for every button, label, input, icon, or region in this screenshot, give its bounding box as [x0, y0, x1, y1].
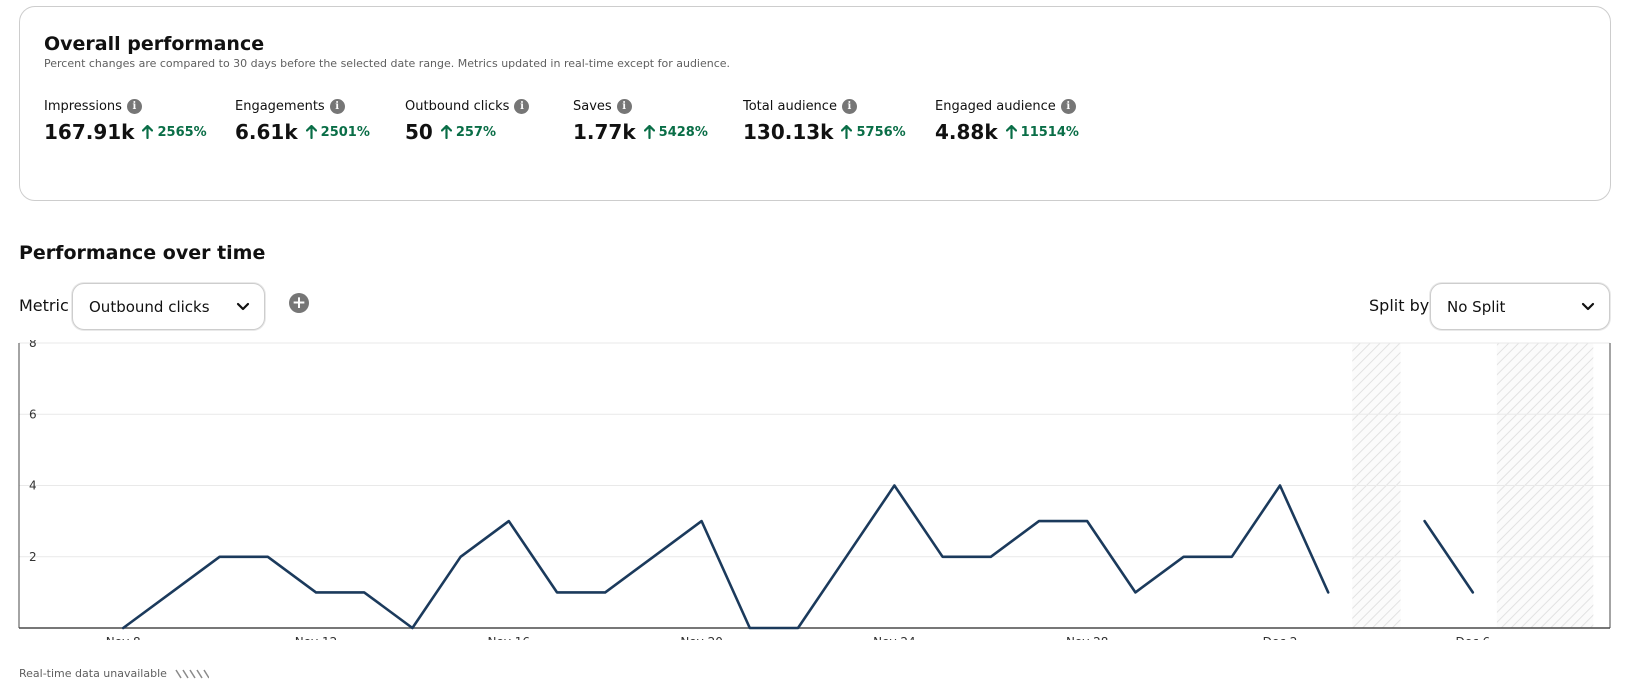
x-tick-label: Nov 20 — [680, 635, 723, 640]
y-tick-label: 2 — [29, 550, 37, 564]
performance-over-time-title: Performance over time — [19, 242, 266, 264]
metric-value: 50 — [405, 120, 433, 144]
metric-value: 4.88k — [935, 120, 998, 144]
overall-performance-title: Overall performance — [44, 33, 265, 55]
arrow-up-icon — [142, 125, 154, 139]
metric-change: 5756% — [841, 125, 906, 140]
x-tick-label: Nov 24 — [873, 635, 916, 640]
metric-change: 2565% — [142, 125, 207, 140]
chevron-down-icon — [236, 302, 250, 311]
hatch-legend-icon — [175, 669, 209, 678]
metric-value: 167.91k — [44, 120, 135, 144]
x-tick-label: Dec 6 — [1455, 635, 1490, 640]
info-icon[interactable]: i — [514, 99, 530, 114]
performance-line-chart: 2 4 6 8 Nov 8 Nov 12 Nov 16 Nov 20 Nov 24 Nov 28 D… — [18, 340, 1611, 640]
realtime-unavailable-text: Real-time data unavailable — [19, 667, 167, 680]
metric-select-label: Metric — [19, 296, 69, 315]
metric-saves: Saves i 1.77k 5428% — [573, 99, 708, 144]
metric-label: Impressions — [44, 99, 122, 114]
info-icon[interactable]: i — [126, 99, 142, 114]
info-icon[interactable]: i — [1060, 99, 1076, 114]
metric-label: Engaged audience — [935, 99, 1056, 114]
arrow-up-icon — [841, 125, 853, 139]
metric-impressions: Impressions i 167.91k 2565% — [44, 99, 207, 144]
info-icon[interactable]: i — [329, 99, 345, 114]
split-by-dropdown-value: No Split — [1447, 297, 1506, 316]
metric-change: 5428% — [643, 125, 708, 140]
add-metric-button[interactable]: + — [289, 293, 309, 313]
x-tick-label: Nov 12 — [295, 635, 338, 640]
metric-dropdown[interactable]: Outbound clicks — [72, 283, 265, 330]
metric-engaged-audience: Engaged audience i 4.88k 11514% — [935, 99, 1079, 144]
metric-value: 1.77k — [573, 120, 636, 144]
metric-change: 257% — [440, 125, 496, 140]
overall-performance-subtitle: Percent changes are compared to 30 days … — [44, 57, 731, 70]
overall-performance-card: Overall performance Percent changes are … — [19, 6, 1611, 201]
arrow-up-icon — [440, 125, 452, 139]
x-tick-label: Dec 2 — [1263, 635, 1298, 640]
metric-total-audience: Total audience i 130.13k 5756% — [743, 99, 906, 144]
metrics-row: Impressions i 167.91k 2565% Engagements i 6… — [44, 99, 1244, 159]
metric-label: Engagements — [235, 99, 325, 114]
x-tick-label: Nov 8 — [106, 635, 141, 640]
metric-label: Outbound clicks — [405, 99, 510, 114]
metric-value: 6.61k — [235, 120, 298, 144]
arrow-up-icon — [1005, 125, 1017, 139]
plus-icon: + — [291, 292, 307, 313]
x-tick-label: Nov 16 — [488, 635, 531, 640]
y-tick-label: 4 — [29, 479, 37, 493]
series-line — [121, 484, 1330, 630]
info-icon[interactable]: i — [616, 99, 632, 114]
metric-change: 2501% — [305, 125, 370, 140]
metric-outbound-clicks: Outbound clicks i 50 257% — [405, 99, 530, 144]
metric-label: Total audience — [743, 99, 837, 114]
info-icon[interactable]: i — [841, 99, 857, 114]
series-line — [1423, 519, 1475, 594]
x-tick-label: Nov 28 — [1066, 635, 1109, 640]
chevron-down-icon — [1581, 302, 1595, 311]
metric-dropdown-value: Outbound clicks — [89, 297, 210, 316]
metric-engagements: Engagements i 6.61k 2501% — [235, 99, 370, 144]
y-tick-label: 8 — [29, 340, 37, 350]
y-tick-label: 6 — [29, 407, 37, 421]
realtime-unavailable-note: Real-time data unavailable — [19, 667, 209, 680]
metric-change: 11514% — [1005, 125, 1079, 140]
arrow-up-icon — [643, 125, 655, 139]
split-by-dropdown[interactable]: No Split — [1430, 283, 1610, 330]
metric-value: 130.13k — [743, 120, 834, 144]
arrow-up-icon — [305, 125, 317, 139]
metric-label: Saves — [573, 99, 612, 114]
split-by-label: Split by — [1369, 296, 1430, 315]
